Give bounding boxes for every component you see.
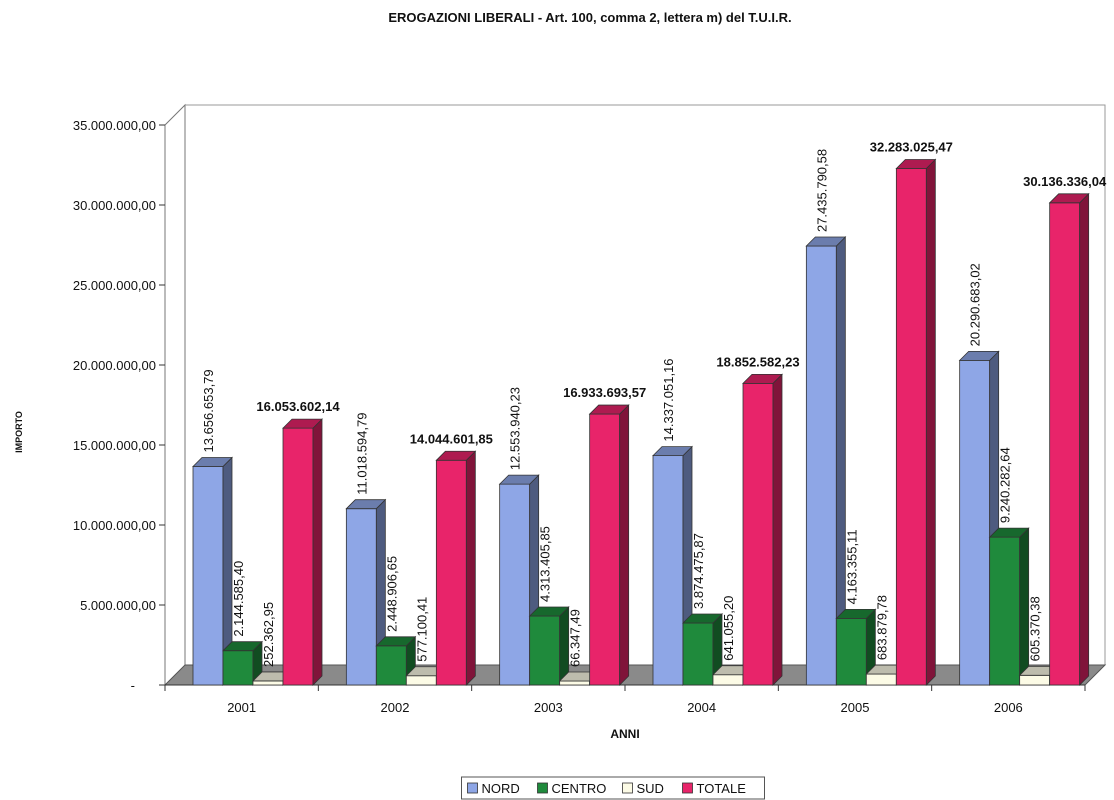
- data-label-centro: 3.874.475,87: [691, 533, 706, 609]
- data-label-sud: 641.055,20: [721, 596, 736, 661]
- legend-item-nord: NORD: [467, 781, 520, 796]
- legend: NORD CENTRO SUD TOTALE: [461, 776, 765, 800]
- bar-centro-2003: [528, 606, 570, 686]
- bar-totale-2002: [435, 450, 477, 686]
- bar-totale-2005: [895, 158, 937, 686]
- y-tick-label: 20.000.000,00: [73, 358, 156, 373]
- back-wall-edge: [185, 104, 1106, 665]
- data-label-total: 30.136.336,04: [1023, 174, 1107, 189]
- legend-swatch: [622, 782, 633, 794]
- data-label-sud: 605.370,38: [1028, 596, 1043, 661]
- data-label-nord: 14.337.051,16: [661, 358, 676, 441]
- x-tick-label: 2004: [687, 700, 716, 715]
- data-label-total: 16.933.693,57: [563, 385, 646, 400]
- x-axis-title: ANNI: [610, 727, 639, 741]
- bar-centro-2004: [682, 613, 723, 686]
- x-tick-label: 2006: [994, 700, 1023, 715]
- data-labels: 13.656.653,79 2.144.585,40 252.362,95 16.05…: [201, 139, 1107, 667]
- legend-swatch: [467, 782, 478, 794]
- bar-totale-2006: [1048, 192, 1090, 686]
- y-tick-label: 25.000.000,00: [73, 278, 156, 293]
- y-tick-label: -: [131, 678, 135, 693]
- bar-totale-2003: [588, 404, 630, 686]
- legend-item-sud: SUD: [622, 781, 664, 796]
- bar-centro-2005: [835, 608, 877, 686]
- data-label-total: 14.044.601,85: [410, 431, 493, 446]
- data-label-sud: 683.879,78: [874, 595, 889, 660]
- y-tick-label: 10.000.000,00: [73, 518, 156, 533]
- bar-nord-2005: [805, 236, 847, 686]
- data-label-total: 16.053.602,14: [256, 399, 340, 414]
- data-label-nord: 27.435.790,58: [814, 149, 829, 232]
- data-label-centro: 2.448.906,65: [384, 556, 399, 632]
- y-tick-label: 15.000.000,00: [73, 438, 156, 453]
- y-axis: - 5.000.000,00 10.000.000,00 15.000.000,00 2…: [73, 118, 165, 693]
- data-label-total: 18.852.582,23: [716, 354, 799, 369]
- legend-swatch: [537, 782, 548, 794]
- x-tick-label: 2003: [534, 700, 563, 715]
- y-axis-title: IMPORTO: [14, 411, 24, 453]
- bar-centro-2006: [988, 527, 1030, 686]
- data-label-nord: 11.018.594,79: [354, 413, 369, 495]
- data-label-nord: 13.656.653,79: [201, 369, 216, 452]
- data-label-sud: 577.100,41: [414, 597, 429, 662]
- data-label-sud: 66.347,49: [568, 609, 583, 667]
- left-wall: [164, 103, 186, 685]
- data-label-nord: 12.553.940,23: [508, 387, 523, 470]
- y-tick-label: 35.000.000,00: [73, 118, 156, 133]
- data-label-centro: 9.240.282,64: [998, 447, 1013, 523]
- data-label-total: 32.283.025,47: [870, 139, 953, 154]
- legend-item-centro: CENTRO: [537, 781, 607, 796]
- data-label-centro: 4.163.355,11: [844, 529, 859, 604]
- x-tick-label: 2001: [227, 700, 256, 715]
- legend-item-totale: TOTALE: [682, 781, 747, 796]
- data-label-centro: 2.144.585,40: [231, 561, 246, 637]
- y-tick-label: 30.000.000,00: [73, 198, 156, 213]
- legend-label: TOTALE: [697, 781, 747, 796]
- y-tick-label: 5.000.000,00: [80, 598, 156, 613]
- legend-label: NORD: [482, 781, 520, 796]
- back-wall: [165, 105, 1105, 685]
- chart-title: EROGAZIONI LIBERALI - Art. 100, comma 2,…: [388, 10, 791, 25]
- x-tick-label: 2002: [381, 700, 410, 715]
- data-label-centro: 4.313.405,85: [538, 526, 553, 602]
- bar-totale-2001: [282, 418, 323, 686]
- x-tick-label: 2005: [841, 700, 870, 715]
- data-label-sud: 252.362,95: [261, 602, 276, 667]
- bar-nord-2002: [345, 498, 387, 686]
- legend-swatch: [682, 782, 693, 794]
- legend-box: [461, 776, 765, 800]
- x-axis: 2001 2002 2003 2004 2005 2006: [164, 685, 1086, 715]
- bar-totale-2004: [742, 373, 783, 686]
- legend-label: SUD: [637, 781, 664, 796]
- data-label-nord: 20.290.683,02: [968, 263, 983, 346]
- bars: [192, 158, 1090, 686]
- bar-nord-2003: [498, 474, 540, 686]
- legend-label: CENTRO: [552, 781, 607, 796]
